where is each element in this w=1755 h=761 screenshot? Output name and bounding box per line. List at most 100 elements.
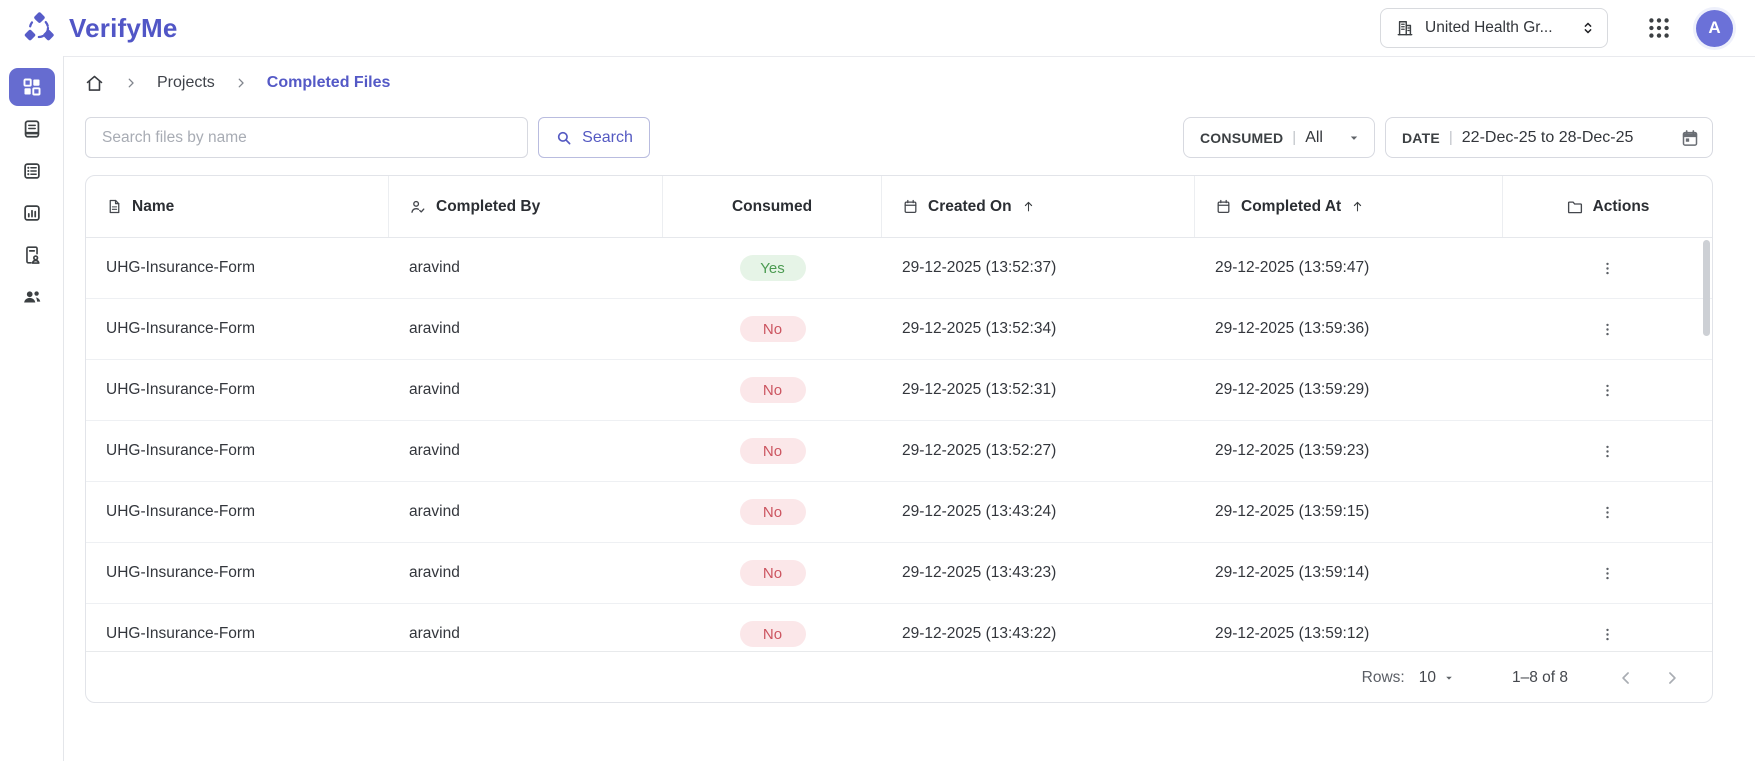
dashboard-grid-icon — [21, 76, 43, 98]
consumed-cell: No — [663, 560, 882, 586]
caret-down-icon — [1442, 671, 1456, 685]
consumed-cell: No — [663, 621, 882, 647]
file-name: UHG-Insurance-Form — [106, 564, 255, 581]
consumed-badge: No — [739, 438, 806, 464]
search-input[interactable] — [85, 117, 528, 158]
notebook-icon — [21, 118, 43, 140]
org-selector[interactable]: United Health Gr... — [1380, 8, 1608, 48]
sidebar-item-documents[interactable] — [9, 110, 55, 148]
search-button[interactable]: Search — [538, 117, 650, 158]
created-on: 29-12-2025 (13:52:37) — [902, 259, 1057, 276]
column-header-actions: Actions — [1503, 176, 1712, 237]
table-header: Name Completed By Consumed — [86, 176, 1712, 238]
file-icon — [106, 198, 123, 215]
previous-page-chevron-icon[interactable] — [1612, 664, 1640, 692]
completed-by: aravind — [409, 442, 460, 459]
table-row: UHG-Insurance-Form aravind No 29-12-2025… — [86, 360, 1712, 421]
users-icon — [21, 286, 43, 308]
sort-arrow-up-icon[interactable] — [1021, 199, 1036, 214]
consumed-cell: No — [663, 499, 882, 525]
column-label-actions: Actions — [1592, 197, 1650, 215]
row-kebab-menu-icon[interactable] — [1595, 439, 1620, 464]
table-row: UHG-Insurance-Form aravind No 29-12-2025… — [86, 543, 1712, 604]
consumed-badge: No — [739, 499, 806, 525]
pagination-range: 1–8 of 8 — [1511, 669, 1568, 686]
sort-arrow-up-icon[interactable] — [1350, 199, 1365, 214]
actions-cell — [1503, 317, 1712, 342]
consumed-cell: No — [663, 438, 882, 464]
completed-at: 29-12-2025 (13:59:15) — [1215, 503, 1370, 520]
next-page-chevron-icon[interactable] — [1658, 664, 1686, 692]
completed-by: aravind — [409, 259, 460, 276]
chevron-right-icon — [234, 76, 248, 90]
created-on: 29-12-2025 (13:52:27) — [902, 442, 1057, 459]
sidebar-item-list[interactable] — [9, 152, 55, 190]
completed-at: 29-12-2025 (13:59:47) — [1215, 259, 1370, 276]
search-icon — [555, 129, 573, 147]
folder-actions-icon — [1566, 198, 1584, 216]
table-row: UHG-Insurance-Form aravind No 29-12-2025… — [86, 299, 1712, 360]
unfold-more-icon — [1579, 19, 1597, 37]
consumed-badge: No — [739, 377, 806, 403]
calendar-icon — [1680, 128, 1700, 148]
consumed-filter[interactable]: CONSUMED | All — [1183, 117, 1375, 158]
building-icon — [1395, 18, 1415, 38]
column-header-created-on[interactable]: Created On — [882, 176, 1195, 237]
sidebar-item-dashboard[interactable] — [8, 68, 55, 106]
row-kebab-menu-icon[interactable] — [1595, 256, 1620, 281]
completed-at: 29-12-2025 (13:59:12) — [1215, 625, 1370, 642]
row-kebab-menu-icon[interactable] — [1595, 317, 1620, 342]
consumed-cell: No — [663, 377, 882, 403]
column-label-created-on: Created On — [928, 197, 1012, 215]
home-icon[interactable] — [84, 73, 105, 94]
consumed-badge: No — [739, 316, 806, 342]
completed-by: aravind — [409, 320, 460, 337]
breadcrumb-projects[interactable]: Projects — [157, 74, 215, 91]
sidebar-item-forms[interactable] — [9, 236, 55, 274]
completed-at: 29-12-2025 (13:59:36) — [1215, 320, 1370, 337]
sidebar-item-users[interactable] — [9, 278, 55, 316]
row-kebab-menu-icon[interactable] — [1595, 500, 1620, 525]
completed-at: 29-12-2025 (13:59:23) — [1215, 442, 1370, 459]
row-kebab-menu-icon[interactable] — [1595, 561, 1620, 586]
date-filter[interactable]: DATE | 22-Dec-25 to 28-Dec-25 — [1385, 117, 1713, 158]
app-logo[interactable]: VerifyMe — [22, 11, 178, 45]
user-avatar[interactable]: A — [1696, 9, 1733, 47]
completed-by: aravind — [409, 625, 460, 642]
completed-by: aravind — [409, 503, 460, 520]
rows-per-page-value: 10 — [1418, 669, 1436, 686]
table-body: UHG-Insurance-Form aravind Yes 29-12-202… — [86, 238, 1712, 651]
column-label-name: Name — [132, 197, 175, 215]
column-header-completed-by: Completed By — [389, 176, 663, 237]
consumed-badge: Yes — [739, 255, 806, 281]
breadcrumb-completed-files: Completed Files — [266, 74, 391, 91]
topbar: VerifyMe United Health Gr... — [0, 0, 1755, 56]
filter-separator: | — [1292, 129, 1297, 146]
completed-at: 29-12-2025 (13:59:29) — [1215, 381, 1370, 398]
calendar-icon — [902, 198, 919, 215]
apps-grid-icon[interactable] — [1646, 15, 1672, 41]
column-label-completed-at: Completed At — [1241, 197, 1342, 215]
row-kebab-menu-icon[interactable] — [1595, 378, 1620, 403]
column-label-consumed: Consumed — [731, 197, 813, 215]
table-scrollbar[interactable] — [1703, 240, 1710, 336]
row-kebab-menu-icon[interactable] — [1595, 622, 1620, 647]
rows-per-page-label: Rows: — [1361, 669, 1405, 686]
column-label-completed-by: Completed By — [436, 197, 541, 215]
actions-cell — [1503, 378, 1712, 403]
chevron-right-icon — [124, 76, 138, 90]
completed-files-table: Name Completed By Consumed — [85, 175, 1713, 703]
actions-cell — [1503, 622, 1712, 647]
consumed-filter-value: All — [1305, 128, 1323, 146]
app-title: VerifyMe — [69, 12, 178, 43]
sidebar-item-reports[interactable] — [9, 194, 55, 232]
file-name: UHG-Insurance-Form — [106, 381, 255, 398]
completed-by: aravind — [409, 381, 460, 398]
list-icon — [21, 160, 43, 182]
column-header-completed-at[interactable]: Completed At — [1195, 176, 1503, 237]
consumed-badge: No — [739, 621, 806, 647]
actions-cell — [1503, 256, 1712, 281]
rows-per-page-select[interactable]: 10 — [1419, 669, 1456, 687]
caret-down-icon — [1346, 130, 1362, 146]
created-on: 29-12-2025 (13:52:34) — [902, 320, 1057, 337]
